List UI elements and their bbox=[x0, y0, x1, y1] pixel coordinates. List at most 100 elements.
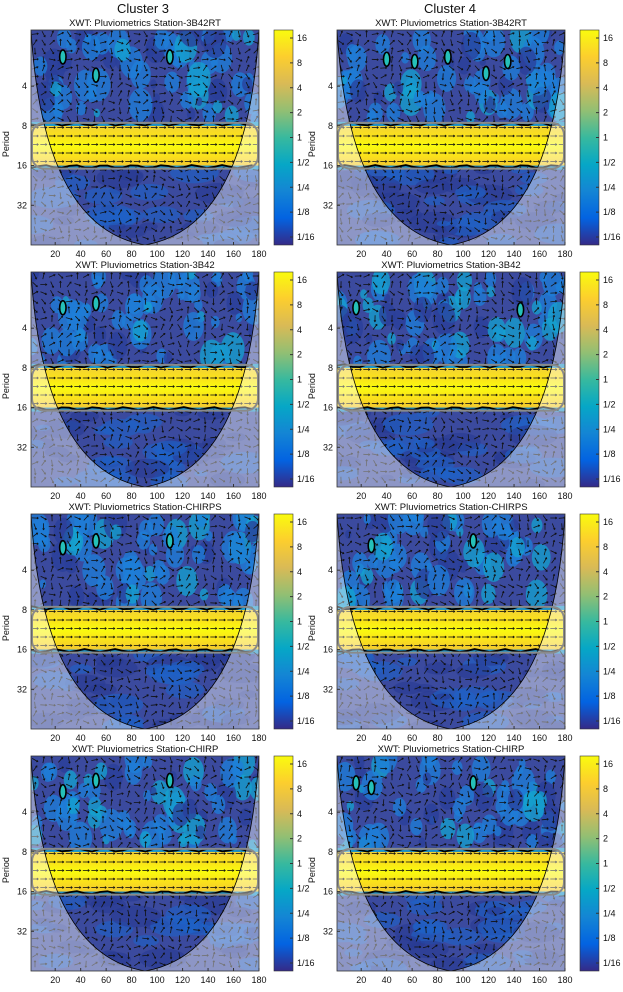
phase-arrow-head bbox=[85, 289, 88, 292]
phase-arrow-head bbox=[461, 134, 464, 138]
phase-arrow bbox=[40, 108, 47, 113]
phase-arrow bbox=[184, 117, 192, 121]
phase-arrow-head bbox=[215, 134, 218, 138]
phase-arrow-head bbox=[391, 230, 394, 234]
phase-arrow bbox=[399, 183, 402, 191]
power-patch bbox=[211, 315, 220, 329]
phase-arrow-head bbox=[427, 151, 430, 155]
phase-arrow bbox=[561, 226, 563, 233]
power-patch bbox=[205, 281, 219, 299]
phase-arrow-head bbox=[552, 200, 556, 203]
phase-arrow-head bbox=[356, 422, 360, 425]
phase-arrow bbox=[57, 273, 64, 279]
phase-arrow-head bbox=[562, 65, 565, 68]
phase-arrow-head bbox=[246, 422, 250, 425]
phase-arrow-head bbox=[121, 385, 124, 388]
phase-arrow bbox=[356, 64, 360, 72]
phase-arrow bbox=[218, 445, 226, 447]
phase-arrow bbox=[337, 359, 345, 363]
phase-arrow bbox=[442, 234, 444, 242]
phase-arrow-head bbox=[356, 450, 360, 453]
phase-arrow bbox=[363, 308, 370, 312]
significant-band bbox=[337, 367, 565, 408]
phase-arrow bbox=[347, 349, 352, 356]
phase-arrow-head bbox=[138, 402, 141, 405]
phase-arrow-head bbox=[477, 68, 480, 71]
phase-arrow-head bbox=[249, 402, 252, 405]
phase-arrow-head bbox=[368, 453, 371, 456]
phase-arrow-head bbox=[376, 151, 379, 155]
phase-arrow-head bbox=[502, 94, 505, 98]
phase-arrow-head bbox=[409, 178, 413, 181]
phase-arrow bbox=[48, 452, 56, 457]
phase-arrow bbox=[119, 468, 121, 475]
phase-arrow-head bbox=[461, 151, 464, 155]
phase-arrow-head bbox=[367, 427, 371, 430]
phase-arrow-head bbox=[249, 376, 252, 380]
phase-arrow-head bbox=[223, 463, 226, 466]
phase-arrow bbox=[83, 227, 89, 232]
phase-arrow bbox=[218, 343, 226, 345]
phase-arrow-head bbox=[42, 456, 45, 459]
phase-arrow bbox=[67, 116, 71, 122]
phase-arrow bbox=[219, 176, 225, 181]
phase-arrow bbox=[221, 226, 223, 233]
phase-arrow bbox=[211, 226, 216, 233]
phase-arrow-head bbox=[138, 342, 141, 345]
phase-arrow bbox=[559, 167, 565, 173]
phase-arrow-head bbox=[154, 443, 158, 446]
phase-arrow-head bbox=[342, 402, 345, 405]
phase-arrow-head bbox=[196, 480, 199, 484]
phase-arrow-head bbox=[223, 427, 226, 431]
phase-arrow bbox=[195, 192, 198, 199]
phase-arrow-head bbox=[511, 93, 515, 96]
x-tick-label: 80 bbox=[127, 249, 137, 259]
phase-arrow bbox=[507, 210, 515, 215]
power-patch bbox=[436, 276, 449, 295]
phase-arrow bbox=[143, 116, 148, 122]
phase-arrow bbox=[201, 299, 209, 304]
phase-arrow-head bbox=[553, 115, 556, 118]
phase-arrow bbox=[491, 108, 497, 113]
phase-arrow bbox=[91, 100, 98, 104]
phase-arrow bbox=[398, 56, 403, 63]
phase-arrow bbox=[150, 186, 158, 188]
phase-arrow bbox=[57, 108, 64, 113]
phase-arrow-head bbox=[135, 115, 138, 118]
phase-arrow-head bbox=[181, 402, 184, 405]
phase-arrow bbox=[143, 31, 148, 37]
phase-arrow-head bbox=[69, 209, 72, 212]
phase-arrow-head bbox=[76, 323, 79, 326]
phase-arrow-head bbox=[535, 208, 538, 211]
phase-arrow-head bbox=[77, 306, 80, 309]
phase-arrow-head bbox=[529, 160, 532, 163]
phase-arrow bbox=[422, 91, 430, 96]
phase-arrow bbox=[381, 192, 386, 199]
phase-arrow bbox=[355, 31, 361, 37]
phase-arrow-head bbox=[86, 90, 89, 93]
phase-arrow bbox=[170, 417, 172, 424]
phase-arrow-head bbox=[145, 55, 148, 59]
phase-arrow-head bbox=[518, 52, 522, 55]
phase-arrow-head bbox=[111, 69, 114, 72]
phase-arrow-head bbox=[61, 315, 64, 318]
phase-arrow bbox=[338, 443, 344, 449]
phase-arrow bbox=[160, 56, 165, 63]
phase-arrow-head bbox=[240, 342, 243, 346]
phase-arrow-head bbox=[203, 323, 207, 326]
phase-arrow-head bbox=[367, 39, 370, 42]
phase-arrow bbox=[508, 83, 514, 87]
phase-arrow-head bbox=[544, 112, 547, 115]
phase-arrow bbox=[203, 307, 207, 313]
phase-arrow bbox=[135, 468, 139, 475]
phase-arrow-head bbox=[69, 451, 72, 454]
phase-arrow-head bbox=[401, 93, 404, 96]
phase-arrow bbox=[507, 185, 515, 189]
phase-arrow-head bbox=[358, 74, 362, 77]
phase-arrow-head bbox=[155, 83, 158, 87]
phase-arrow-head bbox=[385, 126, 388, 129]
phase-arrow bbox=[57, 74, 64, 79]
phase-arrow bbox=[550, 169, 557, 171]
phase-arrow bbox=[159, 436, 166, 439]
phase-arrow-head bbox=[230, 200, 233, 204]
